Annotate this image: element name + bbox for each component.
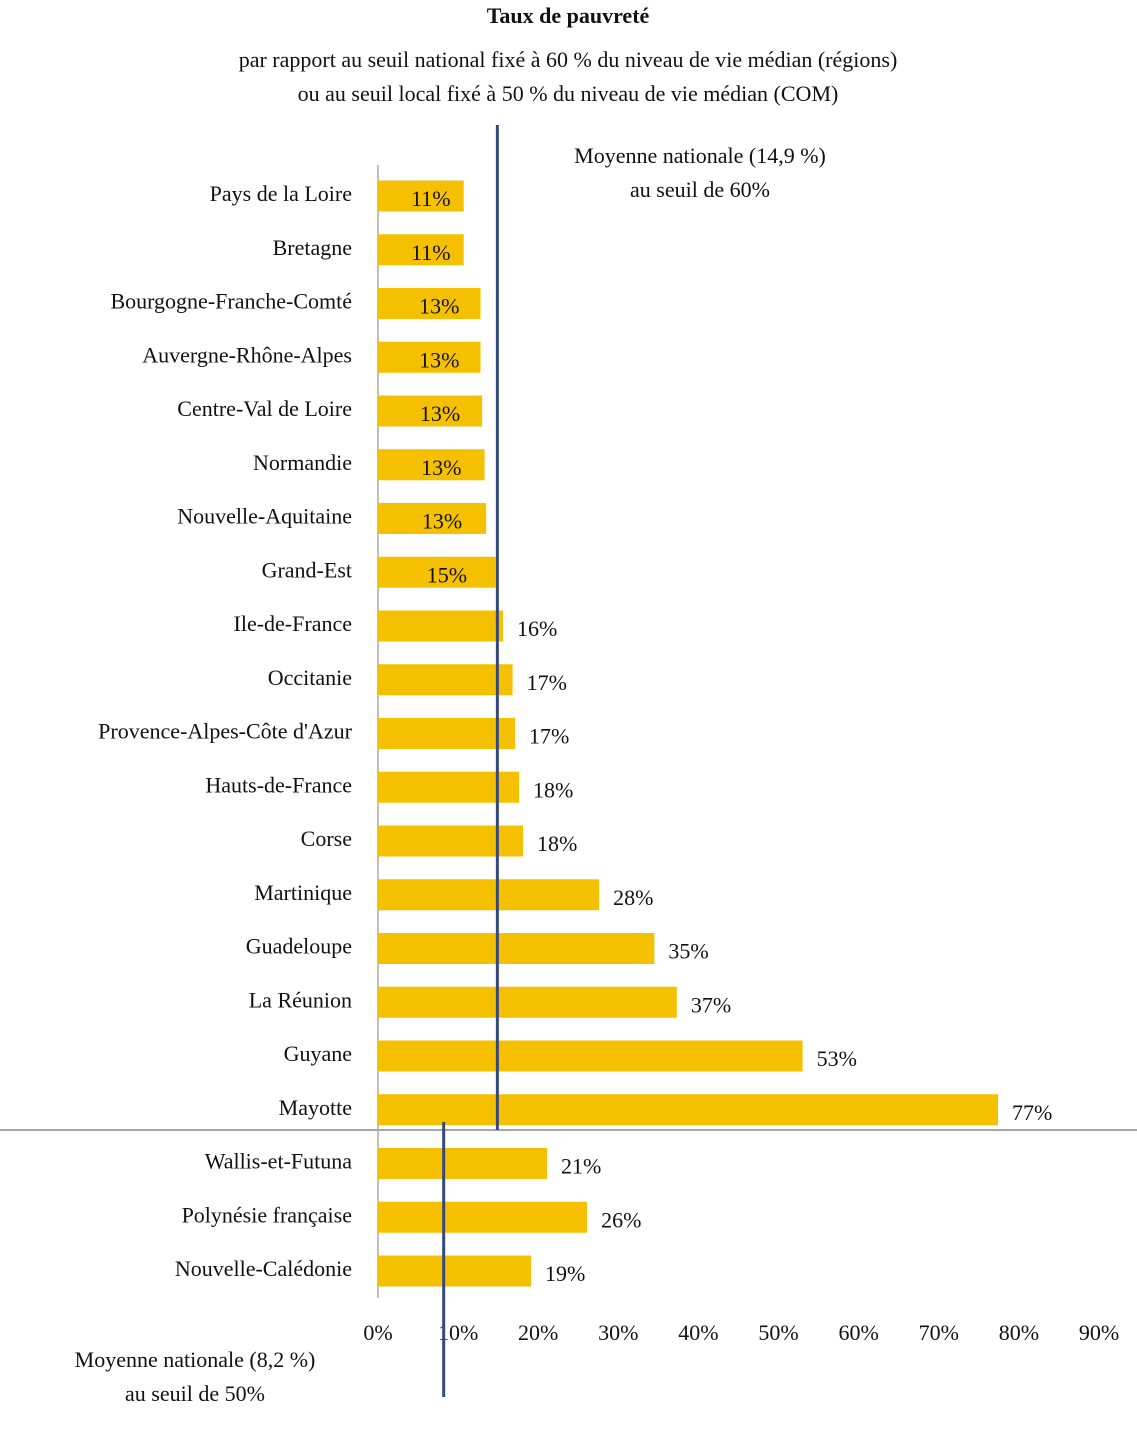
x-tick-label: 40% bbox=[678, 1320, 718, 1345]
data-label: 16% bbox=[517, 616, 557, 641]
chart-subtitle: par rapport au seuil national fixé à 60 … bbox=[239, 47, 898, 72]
y-tick-label: Wallis-et-Futuna bbox=[205, 1149, 353, 1174]
bar bbox=[378, 180, 464, 212]
x-tick-label: 0% bbox=[363, 1320, 392, 1345]
chart-subtitle: ou au seuil local fixé à 50 % du niveau … bbox=[298, 81, 839, 106]
x-tick-label: 30% bbox=[598, 1320, 638, 1345]
x-tick-label: 70% bbox=[919, 1320, 959, 1345]
data-label: 18% bbox=[533, 777, 573, 802]
data-label: 13% bbox=[419, 347, 459, 372]
bar bbox=[378, 718, 515, 749]
bar bbox=[378, 1255, 532, 1287]
bar bbox=[378, 825, 524, 857]
reference-label: Moyenne nationale (8,2 %) bbox=[75, 1347, 316, 1372]
bar bbox=[378, 1094, 999, 1126]
y-tick-label: Hauts-de-France bbox=[205, 772, 352, 797]
bar bbox=[378, 503, 487, 534]
y-tick-label: Provence-Alpes-Côte d'Azur bbox=[98, 719, 353, 744]
bar bbox=[378, 341, 481, 373]
x-tick-label: 90% bbox=[1079, 1320, 1119, 1345]
data-label: 11% bbox=[411, 240, 451, 265]
data-label: 53% bbox=[817, 1046, 857, 1071]
x-tick-label: 60% bbox=[839, 1320, 879, 1345]
data-label: 13% bbox=[421, 455, 461, 480]
bar bbox=[378, 288, 481, 319]
data-label: 21% bbox=[561, 1154, 601, 1179]
data-label: 19% bbox=[545, 1261, 585, 1286]
bar bbox=[378, 986, 677, 1018]
bar bbox=[378, 664, 513, 696]
x-tick-label: 20% bbox=[518, 1320, 558, 1345]
y-tick-label: Guadeloupe bbox=[246, 934, 352, 959]
y-tick-label: Occitanie bbox=[268, 665, 352, 690]
bar bbox=[378, 556, 496, 588]
y-tick-label: Nouvelle-Aquitaine bbox=[177, 504, 352, 529]
reference-label: au seuil de 60% bbox=[630, 177, 770, 202]
data-label: 35% bbox=[668, 939, 708, 964]
y-tick-label: Auvergne-Rhône-Alpes bbox=[142, 342, 352, 367]
data-label: 11% bbox=[411, 186, 451, 211]
y-tick-label: Nouvelle-Calédonie bbox=[175, 1256, 352, 1281]
y-tick-label: Centre-Val de Loire bbox=[177, 396, 352, 421]
bar bbox=[378, 610, 503, 642]
bar bbox=[378, 395, 483, 427]
chart-title: Taux de pauvreté bbox=[487, 3, 650, 28]
x-tick-label: 50% bbox=[758, 1320, 798, 1345]
data-label: 13% bbox=[420, 401, 460, 426]
y-tick-label: Bourgogne-Franche-Comté bbox=[110, 289, 352, 314]
bar bbox=[378, 234, 464, 266]
y-tick-label: Normandie bbox=[253, 450, 352, 475]
data-label: 26% bbox=[601, 1207, 641, 1232]
y-tick-label: Corse bbox=[301, 826, 352, 851]
data-label: 17% bbox=[527, 670, 567, 695]
y-tick-label: Pays de la Loire bbox=[210, 181, 352, 206]
y-tick-label: Martinique bbox=[254, 880, 352, 905]
data-label: 37% bbox=[691, 992, 731, 1017]
bar bbox=[378, 1148, 548, 1179]
data-label: 77% bbox=[1012, 1100, 1052, 1125]
y-tick-label: Bretagne bbox=[273, 235, 352, 260]
bar bbox=[378, 449, 485, 481]
y-tick-label: Grand-Est bbox=[262, 557, 352, 582]
data-label: 28% bbox=[613, 885, 653, 910]
y-tick-label: Ile-de-France bbox=[234, 611, 352, 636]
reference-label: au seuil de 50% bbox=[125, 1381, 265, 1406]
data-label: 17% bbox=[529, 724, 569, 749]
bar bbox=[378, 1201, 588, 1233]
y-tick-label: Polynésie française bbox=[182, 1202, 352, 1227]
bar bbox=[378, 771, 519, 803]
data-label: 13% bbox=[419, 294, 459, 319]
y-tick-label: Mayotte bbox=[279, 1095, 352, 1120]
bar bbox=[378, 1040, 803, 1072]
x-tick-label: 80% bbox=[999, 1320, 1039, 1345]
reference-label: Moyenne nationale (14,9 %) bbox=[574, 143, 826, 168]
y-tick-label: La Réunion bbox=[249, 987, 352, 1012]
data-label: 15% bbox=[427, 562, 467, 587]
bar bbox=[378, 879, 600, 911]
data-label: 18% bbox=[537, 831, 577, 856]
data-label: 13% bbox=[422, 509, 462, 534]
bar bbox=[378, 933, 655, 964]
y-tick-label: Guyane bbox=[284, 1041, 352, 1066]
